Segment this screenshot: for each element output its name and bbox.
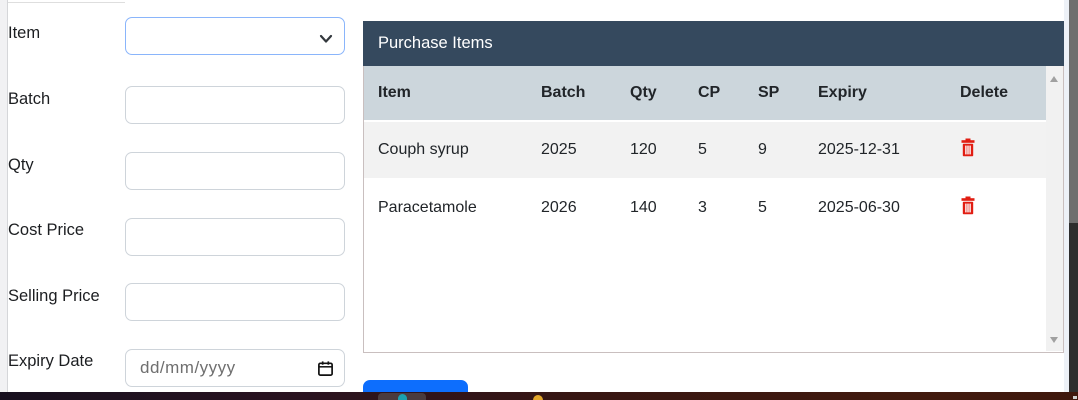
container-left-border: [7, 0, 8, 392]
expiry-date-input[interactable]: dd/mm/yyyy: [125, 349, 345, 387]
taskbar-tray-mark: [1073, 396, 1077, 399]
cell-batch: 2026: [541, 178, 630, 236]
date-placeholder: dd/mm/yyyy: [140, 358, 236, 377]
table-header-row: Item Batch Qty CP SP Expiry Delete: [364, 66, 1046, 122]
selling-price-input[interactable]: [125, 283, 345, 321]
table-scrollbar[interactable]: [1046, 66, 1063, 351]
scroll-down-icon[interactable]: [1050, 337, 1058, 343]
browser-scrollbar[interactable]: [1069, 0, 1078, 392]
column-header-expiry: Expiry: [818, 66, 960, 122]
panel-title: Purchase Items: [378, 34, 493, 52]
qty-input[interactable]: [125, 152, 345, 190]
panel-header: Purchase Items: [363, 21, 1064, 66]
batch-input[interactable]: [125, 86, 345, 124]
cell-expiry: 2025-12-31: [818, 141, 900, 158]
item-label: Item: [8, 24, 41, 42]
expiry-date-label: Expiry Date: [8, 352, 94, 370]
browser-scrollbar-thumb[interactable]: [1069, 0, 1078, 223]
scroll-up-icon[interactable]: [1050, 76, 1058, 82]
cell-delete: [960, 178, 1046, 236]
column-header-cp: CP: [698, 66, 758, 122]
cell-cp: 3: [698, 178, 758, 236]
taskbar-app-button[interactable]: [378, 393, 426, 400]
window-left-edge: [0, 0, 7, 392]
cell-cp: 5: [698, 141, 707, 158]
trash-icon[interactable]: [960, 138, 976, 157]
cell-qty: 140: [630, 178, 698, 236]
taskbar-icon-yellow[interactable]: [533, 395, 543, 400]
cell-expiry: 2025-06-30: [818, 178, 960, 236]
column-header-sp: SP: [758, 66, 818, 122]
taskbar-app-icon: [398, 394, 407, 400]
page-right-gutter: [1064, 0, 1069, 392]
purchase-items-table: Item Batch Qty CP SP Expiry Delete Couph…: [364, 66, 1046, 236]
chevron-down-icon: [319, 31, 333, 49]
cost-price-label: Cost Price: [8, 221, 85, 239]
cell-item: Couph syrup: [378, 141, 469, 158]
batch-label: Batch: [8, 90, 51, 108]
trash-icon[interactable]: [960, 196, 976, 215]
purchase-items-table-container: Item Batch Qty CP SP Expiry Delete Couph…: [363, 66, 1064, 353]
column-header-batch: Batch: [541, 66, 630, 122]
cell-delete: [960, 121, 1046, 179]
item-select[interactable]: [125, 17, 345, 55]
column-header-item: Item: [364, 66, 541, 122]
table-row: Paracetamole 2026 140 3 5 2025-06-30: [364, 178, 1046, 236]
windows-taskbar[interactable]: [0, 392, 1078, 400]
cell-sp: 9: [758, 141, 767, 158]
cell-batch: 2025: [541, 141, 577, 158]
column-header-qty: Qty: [630, 66, 698, 122]
table-row: Couph syrup 2025 120 5 9 2025-12-31: [364, 121, 1046, 179]
cell-item: Paracetamole: [364, 178, 541, 236]
qty-label: Qty: [8, 156, 34, 174]
calendar-icon[interactable]: [317, 360, 334, 382]
cost-price-input[interactable]: [125, 218, 345, 256]
column-header-delete: Delete: [960, 66, 1046, 122]
cell-sp: 5: [758, 178, 818, 236]
selling-price-label: Selling Price: [8, 287, 100, 305]
cell-qty: 120: [630, 141, 657, 158]
container-top-border: [8, 2, 125, 3]
